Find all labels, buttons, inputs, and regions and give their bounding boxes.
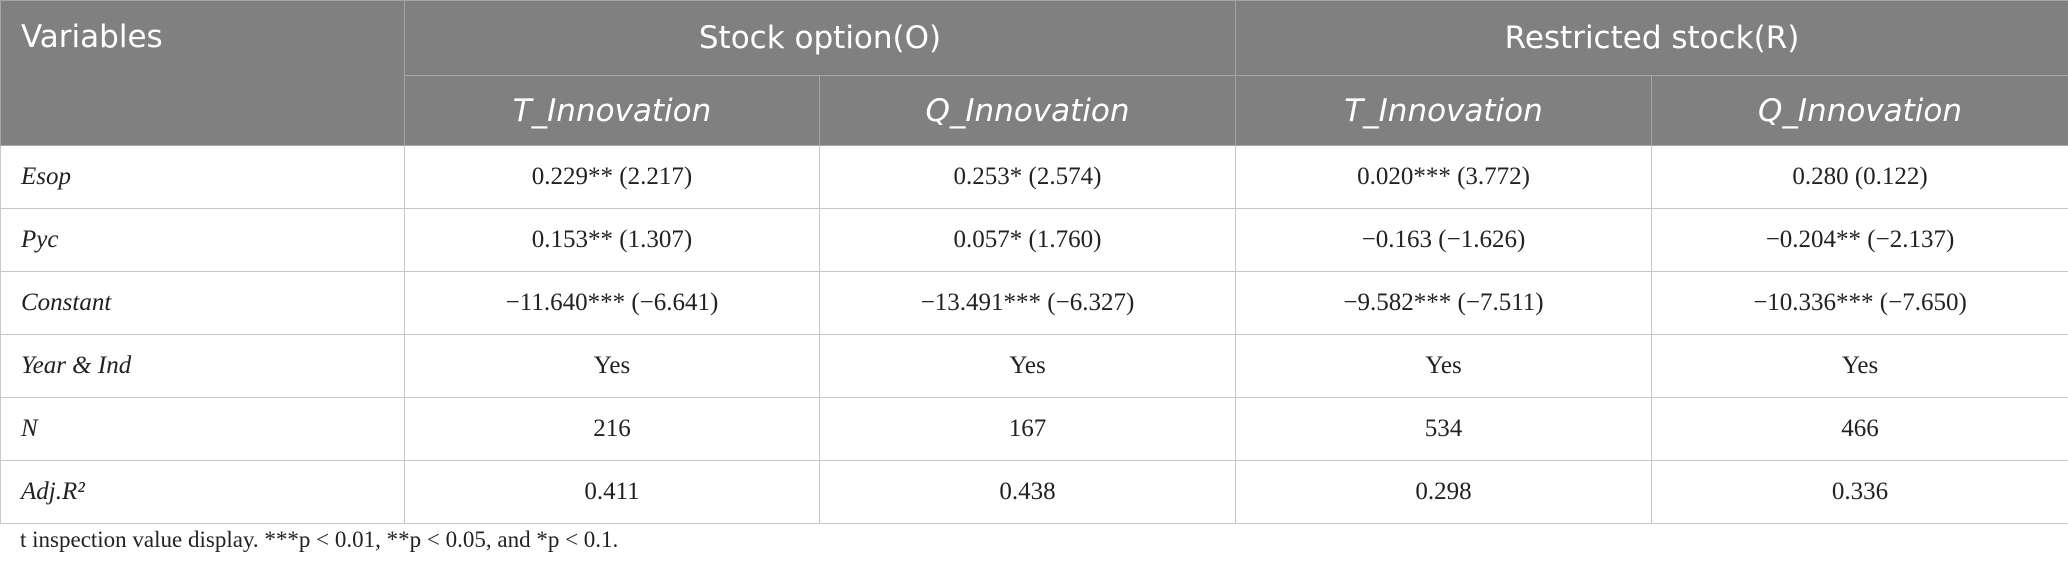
cell: −11.640*** (−6.641)	[404, 271, 820, 335]
cell: 466	[1651, 397, 2068, 461]
column-header: Q_Innovation	[818, 75, 1237, 146]
row-label: Constant	[0, 271, 405, 335]
table-row: Year & Ind Yes Yes Yes Yes	[0, 334, 2068, 398]
cell: Yes	[404, 334, 820, 398]
column-header: Q_Innovation	[1651, 75, 2068, 146]
cell: Yes	[1651, 334, 2068, 398]
cell: −13.491*** (−6.327)	[818, 271, 1237, 335]
row-label: Pyc	[0, 208, 405, 272]
cell: 167	[818, 397, 1237, 461]
group-header: Restricted stock(R)	[1235, 0, 2068, 76]
cell: −10.336*** (−7.650)	[1651, 271, 2068, 335]
cell: 0.280 (0.122)	[1651, 145, 2068, 209]
table-row: Esop 0.229** (2.217) 0.253* (2.574) 0.020**…	[0, 145, 2068, 209]
cell: 216	[404, 397, 820, 461]
row-label: Esop	[0, 145, 405, 209]
header-cell: Variables	[0, 0, 405, 146]
cell: −9.582*** (−7.511)	[1235, 271, 1653, 335]
cell: 0.411	[404, 460, 820, 524]
table-row: N 216 167 534 466	[0, 397, 2068, 461]
cell: 0.298	[1235, 460, 1653, 524]
cell: 0.229** (2.217)	[404, 145, 820, 209]
cell: 0.438	[818, 460, 1237, 524]
table-row: Constant −11.640*** (−6.641) −13.491*** (−…	[0, 271, 2068, 335]
cell: 0.253* (2.574)	[818, 145, 1237, 209]
group-header: Stock option(O)	[403, 0, 1237, 76]
cell: Yes	[1235, 334, 1653, 398]
results-table: Variables Stock option(O) Restricted sto…	[0, 0, 2068, 524]
cell: 0.153** (1.307)	[404, 208, 820, 272]
cell: 0.336	[1651, 460, 2068, 524]
footnote: t inspection value display. ***p < 0.01,…	[20, 527, 619, 552]
row-label: Year & Ind	[0, 334, 405, 398]
row-label: N	[0, 397, 405, 461]
cell: 0.020*** (3.772)	[1235, 145, 1653, 209]
column-header: T_Innovation	[404, 75, 820, 146]
cell: −0.204** (−2.137)	[1651, 208, 2068, 272]
cell: Yes	[818, 334, 1237, 398]
table-row: Pyc 0.153** (1.307) 0.057* (1.760) −0.163 (…	[0, 208, 2068, 272]
column-header: T_Innovation	[1235, 75, 1653, 146]
cell: 534	[1235, 397, 1653, 461]
cell: 0.057* (1.760)	[818, 208, 1237, 272]
cell: −0.163 (−1.626)	[1235, 208, 1653, 272]
row-label: Adj.R²	[0, 460, 405, 524]
table-row: Adj.R² 0.411 0.438 0.298 0.336	[0, 460, 2068, 524]
